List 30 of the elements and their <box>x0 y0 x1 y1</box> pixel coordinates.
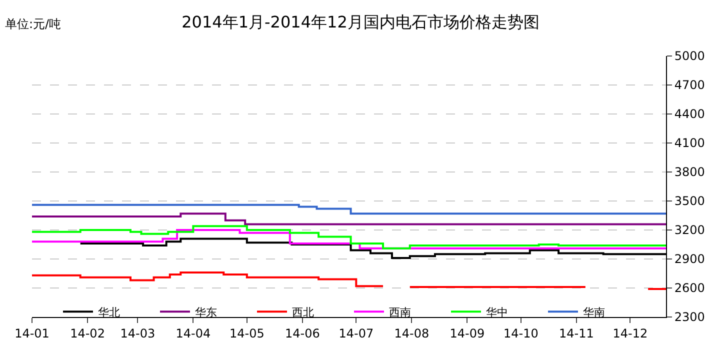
x-tick-label: 14-05 <box>229 326 264 340</box>
y-tick-label: 5000 <box>674 49 705 64</box>
legend-label: 华北 <box>98 306 120 319</box>
legend-label: 华东 <box>195 306 217 319</box>
x-tick-label: 14-02 <box>70 326 105 340</box>
y-tick-label: 4100 <box>674 136 705 150</box>
x-tick-label: 14-04 <box>176 326 211 340</box>
text: 单位:元/吨 <box>5 17 62 31</box>
x-tick-label: 14-12 <box>612 326 648 340</box>
legend-label: 西北 <box>292 306 314 319</box>
legend-label: 华中 <box>486 306 508 319</box>
chart-title: 2014年1月-2014年12月国内电石市场价格走势图 <box>182 12 540 32</box>
legend-label: 华南 <box>583 306 605 319</box>
x-tick-label: 14-06 <box>285 326 320 340</box>
x-tick-label: 14-01 <box>14 326 50 340</box>
x-tick-label: 14-11 <box>559 326 594 340</box>
y-tick-label: 2600 <box>674 281 705 296</box>
x-tick-label: 14-03 <box>120 326 156 340</box>
x-tick-label: 14-09 <box>450 326 485 340</box>
y-tick-label: 4700 <box>674 78 705 92</box>
legend-label: 西南 <box>389 306 411 319</box>
y-tick-label: 2900 <box>674 252 705 266</box>
y-tick-label: 3200 <box>674 223 705 238</box>
y-tick-label: 2300 <box>674 310 705 324</box>
y-tick-label: 3500 <box>674 194 705 208</box>
x-tick-label: 14-08 <box>394 326 430 340</box>
y-tick-label: 4400 <box>674 107 705 122</box>
y-tick-label: 3800 <box>674 165 705 180</box>
x-tick-label: 14-10 <box>503 326 538 340</box>
x-tick-label: 14-07 <box>338 326 374 340</box>
